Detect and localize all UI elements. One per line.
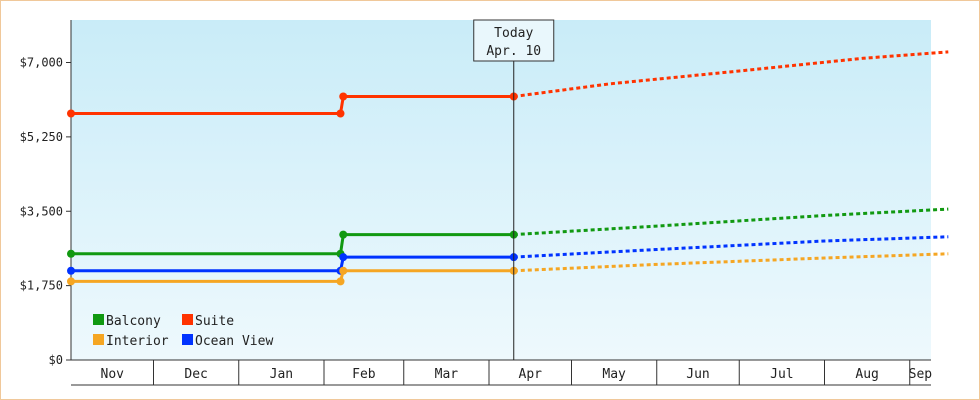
y-tick-label: $3,500 [20,204,63,218]
x-tick-label: Feb [352,367,376,382]
series-projected-line [513,235,949,259]
series-projected-line [513,252,949,273]
series-projected-line [513,50,949,98]
x-tick-label: Jan [270,367,293,382]
series-point [336,109,345,118]
x-tick-label: May [602,367,626,382]
series-point [67,266,75,275]
x-tick-label: Nov [101,367,125,382]
legend-swatch [93,314,104,325]
x-tick-label: Aug [855,367,878,382]
legend-label: Balcony [106,314,161,329]
legend-label: Ocean View [195,334,273,349]
legend: Balcony Suite Interior Ocean View [93,314,273,349]
series-point [67,277,75,286]
today-marker: Today Apr. 10 [473,19,555,360]
today-label-line1: Today [494,26,533,41]
y-tick-label: $5,250 [20,130,63,144]
series-actual-line [71,95,514,115]
legend-swatch [93,334,104,345]
x-tick-label: Jun [686,367,709,382]
series-projected-line [513,207,949,237]
legend-label: Suite [195,314,234,329]
y-tick-label: $1,750 [20,279,63,293]
axes-layer: $0 $1,750 $3,500 $5,250 $7,000 Nov Dec Jan Feb Ma… [20,20,933,386]
x-tick-label: Mar [435,367,459,382]
today-label-line2: Apr. 10 [486,44,541,59]
series-layer [67,50,949,286]
y-tick-label: $7,000 [20,56,63,70]
legend-label: Interior [106,334,169,349]
series-actual-line [71,269,514,283]
series-point [339,253,348,262]
x-tick-label: Sep [909,367,933,382]
series-point [339,92,348,101]
legend-swatch [182,314,193,325]
series-point [336,277,345,286]
x-tick-label: Apr [519,367,543,382]
series-actual-line [71,233,514,256]
series [67,207,949,258]
series-point [339,266,348,275]
x-tick-label: Jul [770,367,793,382]
series-point [339,230,348,239]
series-point [67,249,75,258]
y-tick-label: $0 [49,353,63,367]
x-tick-label: Dec [184,367,207,382]
series [67,252,949,286]
today-label-box [473,19,555,62]
plot-area [71,20,931,360]
series-point [67,109,75,118]
series-actual-line [71,255,514,273]
legend-swatch [182,334,193,345]
